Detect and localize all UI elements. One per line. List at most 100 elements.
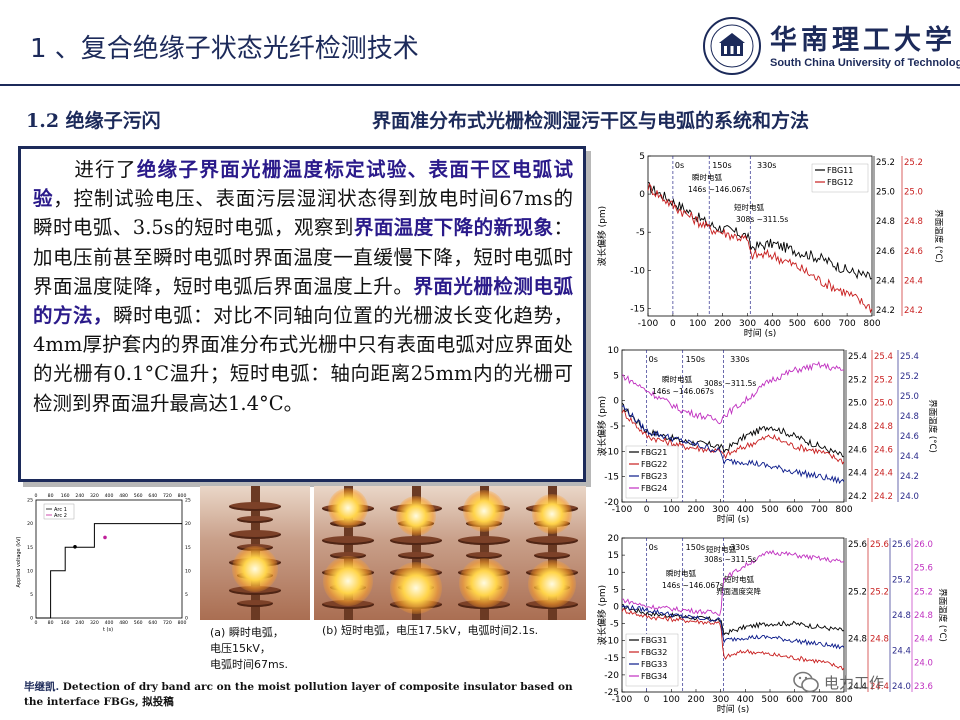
top-xtick-label: 600 <box>814 319 831 329</box>
voltage-ytick-left: 0 <box>30 616 33 622</box>
bot-annotation: 短时电弧 <box>706 544 736 554</box>
mid-annotation: 瞬时电弧 <box>662 374 692 384</box>
mid-annotation-330s: 330s <box>730 355 749 364</box>
bot-right-tick: 24.4 <box>870 682 889 692</box>
bot-legend-label: FBG33 <box>641 660 667 669</box>
voltage-xtick-bottom: 720 <box>163 620 172 626</box>
voltage-ytick-left: 20 <box>27 521 33 527</box>
bot-legend-box <box>625 633 679 687</box>
top-ytick-label: -15 <box>630 304 645 314</box>
arc2-marker <box>103 535 107 540</box>
mid-xtick-label: 700 <box>811 505 828 515</box>
reference-text: Detection of dry band arc on the moist p… <box>24 681 573 708</box>
top-annotation-0s: 0s <box>675 161 684 170</box>
mid-right-tick: 25.4 <box>848 352 867 362</box>
mid-ylabel: 波长偏移 (pm) <box>596 396 608 456</box>
mid-series-fbg22 <box>621 409 845 465</box>
mid-right-tick: 25.2 <box>848 375 867 385</box>
bot-ytick-label: 0 <box>613 602 619 612</box>
voltage-xtick-bottom: 0 <box>35 620 38 626</box>
legend-label-arc2: Arc 2 <box>54 513 67 519</box>
bot-right-tick: 25.6 <box>892 540 911 550</box>
bot-annotation-330s: 330s <box>730 543 749 552</box>
bot-right-tick: 26.0 <box>914 540 933 550</box>
top-right-tick: 24.8 <box>876 217 895 227</box>
voltage-xtick-bottom: 80 <box>48 620 54 626</box>
mid-ytick-label: 5 <box>613 371 619 381</box>
bot-annotation: 短时电弧 <box>724 574 754 584</box>
voltage-ytick-right: 5 <box>185 592 188 598</box>
bot-right-tick: 25.6 <box>848 540 867 550</box>
bot-annotation: 瞬时电弧 <box>666 568 696 578</box>
voltage-ytick-right: 0 <box>185 616 188 622</box>
voltage-ytick-left: 25 <box>27 498 33 504</box>
top-xlabel: 时间 (s) <box>744 327 777 339</box>
voltage-step-line <box>36 523 182 619</box>
voltage-xtick-bottom: 800 <box>178 620 187 626</box>
photo-instant-arc <box>200 486 310 620</box>
bot-ytick-label: -5 <box>610 620 619 630</box>
mid-right-tick: 24.6 <box>874 445 893 455</box>
caption-b: (b) 短时电弧，电压17.5kV，电弧时间2.1s. <box>322 624 539 637</box>
section-heading: 1.2 绝缘子污闪 <box>26 110 161 132</box>
mid-right-tick: 24.2 <box>874 492 893 502</box>
mid-right-tick: 25.4 <box>900 352 919 362</box>
top-legend-label: FBG12 <box>827 178 853 187</box>
wechat-icon <box>793 671 819 693</box>
mid-annotation-150s: 150s <box>686 355 705 364</box>
top-series-fbg11 <box>647 181 873 280</box>
summary-text-box: 进行了绝缘子界面光栅温度标定试验、表面干区电弧试验，控制试验电压、表面污层湿润状… <box>18 146 586 482</box>
bot-right-tick: 25.2 <box>914 587 933 597</box>
mid-right-tick: 25.0 <box>874 399 893 409</box>
voltage-xtick-bottom: 400 <box>105 620 114 626</box>
voltage-xtick-top: 560 <box>134 493 143 499</box>
bot-annotation-0s: 0s <box>649 543 658 552</box>
bot-series-fbg31 <box>621 604 845 636</box>
text-run: 进行了 <box>73 158 137 181</box>
bot-xtick-label: 300 <box>712 695 729 705</box>
mid-legend-label: FBG22 <box>641 460 667 469</box>
bot-right-tick: 23.6 <box>914 682 933 692</box>
mid-ytick-label: -20 <box>604 498 619 508</box>
voltage-xtick-bottom: 320 <box>90 620 99 626</box>
top-annotation-150s: 150s <box>712 161 731 170</box>
bot-right-tick: 25.6 <box>870 540 889 550</box>
top-right-tick: 24.6 <box>904 247 923 257</box>
bot-xtick-label: 200 <box>687 695 704 705</box>
mid-legend-label: FBG21 <box>641 448 667 457</box>
bot-ytick-label: -20 <box>604 671 619 681</box>
top-right-tick: 24.2 <box>904 306 923 316</box>
reference-author: 毕继凯. <box>24 681 60 693</box>
voltage-ytick-right: 15 <box>185 545 191 551</box>
top-ytick-label: 0 <box>639 190 645 200</box>
voltage-xtick-top: 400 <box>105 493 114 499</box>
top-right-tick: 24.8 <box>904 217 923 227</box>
fbg2-chart: -100 0 100 200 300 400 500 600 700 800 时间 (s) 10 5 0 -… <box>596 346 938 525</box>
bot-right-tick: 24.8 <box>870 635 889 645</box>
top-xtick-label: 300 <box>739 319 756 329</box>
top-xtick-label: 500 <box>789 319 806 329</box>
bot-right-tick: 25.2 <box>892 576 911 586</box>
bot-xlabel: 时间 (s) <box>717 703 750 715</box>
mid-right-tick: 24.2 <box>848 492 867 502</box>
bot-annotation: 界面温度突降 <box>716 586 761 596</box>
bot-right-tick: 24.8 <box>914 611 933 621</box>
mid-xtick-label: 300 <box>712 505 729 515</box>
mid-ytick-label: -5 <box>610 422 619 432</box>
mid-right-tick: 24.4 <box>848 469 867 479</box>
bot-ytick-label: 10 <box>608 568 620 578</box>
top-xtick-label: 700 <box>839 319 856 329</box>
bot-xtick-label: 500 <box>761 695 778 705</box>
text-run: 瞬时电弧：对比不同轴向位置的光栅波长变化趋势，4mm厚护套内的界面准分布式光栅中… <box>33 304 573 415</box>
mid-right-tick: 24.8 <box>848 422 867 432</box>
bot-series-fbg34 <box>621 549 845 616</box>
voltage-ytick-right: 10 <box>185 568 191 574</box>
top-xtick-label: 200 <box>714 319 731 329</box>
caption-a-line2: 电压15kV， <box>210 642 271 655</box>
bot-right-tick: 25.2 <box>870 587 889 597</box>
bot-xtick-label: 0 <box>644 695 650 705</box>
voltage-xtick-top: 0 <box>35 493 38 499</box>
bot-ytick-label: 5 <box>613 585 619 595</box>
university-english-name: South China University of Technology <box>770 57 960 69</box>
mid-right-tick: 24.4 <box>874 469 893 479</box>
